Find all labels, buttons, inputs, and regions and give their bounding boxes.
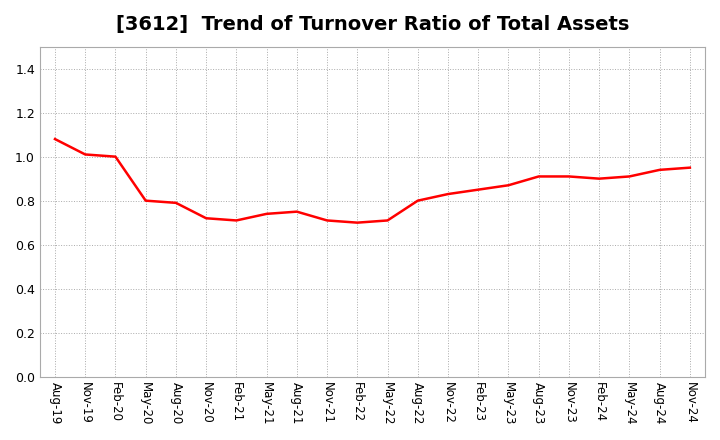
Title: [3612]  Trend of Turnover Ratio of Total Assets: [3612] Trend of Turnover Ratio of Total … <box>116 15 629 34</box>
